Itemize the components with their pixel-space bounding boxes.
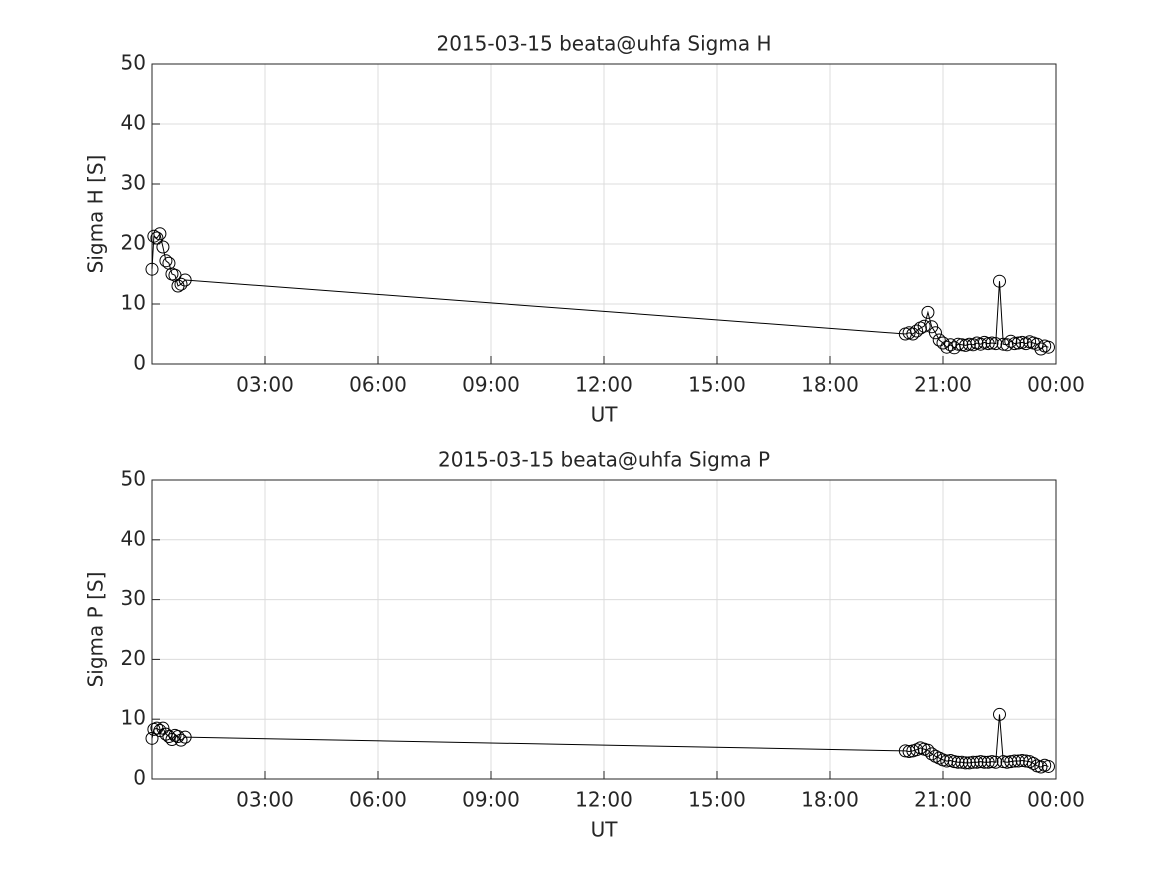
data-marker (993, 274, 1006, 288)
data-marker (932, 333, 946, 347)
y-tick-label: 30 (121, 171, 146, 195)
y-axis-label: Sigma H [S] (84, 155, 108, 274)
data-marker (1011, 754, 1025, 768)
x-tick-label: 09:00 (462, 373, 520, 397)
data-marker (989, 755, 1003, 769)
data-marker (936, 336, 950, 350)
chart-title: 2015-03-15 beata@uhfa Sigma P (438, 448, 770, 472)
data-marker (1034, 342, 1048, 356)
data-line (151, 232, 1049, 350)
axes-box (151, 479, 1057, 780)
data-marker (153, 227, 167, 241)
data-marker (996, 337, 1010, 351)
data-marker (985, 755, 999, 769)
data-marker (917, 319, 931, 333)
data-marker (1008, 337, 1022, 351)
data-marker (1000, 755, 1014, 769)
data-marker (150, 721, 164, 735)
data-line (151, 714, 1049, 768)
data-marker (944, 338, 958, 352)
chart-title: 2015-03-15 beata@uhfa Sigma H (436, 32, 771, 56)
x-tick-label: 03:00 (236, 373, 294, 397)
x-tick-label: 09:00 (462, 788, 520, 812)
data-marker (156, 240, 170, 254)
x-axis-label: UT (591, 818, 619, 842)
data-marker (981, 755, 995, 769)
x-tick-label: 00:00 (1027, 788, 1085, 812)
data-marker (947, 755, 961, 769)
data-marker (925, 747, 939, 761)
data-marker (985, 336, 999, 350)
data-marker (970, 755, 984, 769)
data-marker (1041, 759, 1055, 773)
y-tick-label: 50 (121, 51, 146, 75)
data-marker (974, 755, 988, 769)
data-marker (165, 733, 179, 747)
data-marker (951, 755, 965, 769)
axes-box (151, 63, 1057, 365)
y-tick-label: 20 (121, 231, 146, 255)
y-tick-label: 50 (121, 467, 146, 491)
x-tick-label: 18:00 (801, 788, 859, 812)
data-marker (928, 326, 942, 340)
data-marker (147, 229, 161, 243)
x-tick-label: 03:00 (236, 788, 294, 812)
data-marker (174, 733, 188, 747)
data-marker (145, 262, 159, 276)
y-tick-label: 0 (133, 351, 146, 375)
x-tick-label: 15:00 (688, 373, 746, 397)
x-tick-label: 15:00 (688, 788, 746, 812)
x-axis-label: UT (591, 403, 619, 427)
y-tick-label: 10 (121, 706, 146, 730)
data-marker (977, 755, 991, 769)
data-marker (910, 324, 924, 338)
x-tick-label: 06:00 (349, 373, 407, 397)
y-tick-label: 40 (121, 526, 146, 550)
data-marker (955, 755, 969, 769)
data-marker (178, 730, 192, 744)
y-tick-label: 0 (133, 766, 146, 790)
data-marker (962, 337, 976, 351)
y-tick-label: 30 (121, 586, 146, 610)
data-marker (981, 337, 995, 351)
data-marker (1041, 340, 1055, 354)
data-marker (898, 744, 912, 758)
data-marker (159, 254, 173, 268)
x-tick-label: 00:00 (1027, 373, 1085, 397)
y-tick-label: 40 (121, 111, 146, 135)
data-marker (966, 755, 980, 769)
data-marker (171, 730, 185, 744)
data-marker (1004, 334, 1018, 348)
data-marker (1019, 754, 1033, 768)
x-tick-label: 12:00 (575, 373, 633, 397)
data-marker (993, 707, 1006, 721)
x-tick-label: 18:00 (801, 373, 859, 397)
data-marker (150, 231, 164, 245)
data-marker (989, 337, 1003, 351)
data-marker (1004, 755, 1018, 769)
data-marker (1011, 336, 1025, 350)
x-tick-label: 06:00 (349, 788, 407, 812)
data-marker (174, 277, 188, 291)
y-axis-label: Sigma P [S] (84, 572, 108, 688)
data-marker (962, 756, 976, 770)
data-marker (955, 338, 969, 352)
data-marker (178, 273, 192, 287)
data-marker (996, 755, 1010, 769)
data-marker (921, 305, 935, 319)
x-tick-label: 21:00 (914, 373, 972, 397)
data-marker (162, 730, 176, 744)
data-marker (951, 337, 965, 351)
data-marker (959, 756, 973, 770)
x-tick-label: 21:00 (914, 788, 972, 812)
data-marker (1008, 754, 1022, 768)
data-marker (940, 754, 954, 768)
y-tick-label: 10 (121, 291, 146, 315)
x-tick-label: 12:00 (575, 788, 633, 812)
y-tick-label: 20 (121, 646, 146, 670)
